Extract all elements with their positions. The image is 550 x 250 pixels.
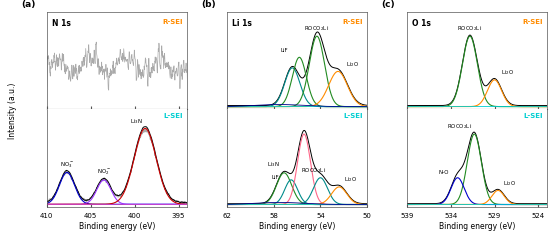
Text: ROCO$_2$Li: ROCO$_2$Li — [447, 122, 472, 130]
Text: Li$_2$O: Li$_2$O — [344, 174, 357, 183]
Text: ROCO$_2$Li: ROCO$_2$Li — [458, 24, 482, 33]
Text: NO$_2^-$: NO$_2^-$ — [97, 167, 111, 176]
Text: R-SEI: R-SEI — [343, 19, 363, 25]
Text: Li$_2$O: Li$_2$O — [346, 60, 359, 68]
Text: O 1s: O 1s — [412, 19, 431, 28]
Text: ROCO$_2$Li: ROCO$_2$Li — [301, 165, 326, 174]
Text: L-SEI: L-SEI — [163, 113, 183, 119]
X-axis label: Binding energy (eV): Binding energy (eV) — [439, 221, 515, 230]
Text: N-O: N-O — [438, 169, 449, 174]
Text: (c): (c) — [381, 0, 395, 8]
Text: Li$_3$N: Li$_3$N — [267, 159, 279, 168]
Text: Li$_3$N: Li$_3$N — [130, 117, 143, 126]
Text: Intensity (a.u.): Intensity (a.u.) — [8, 82, 17, 138]
X-axis label: Binding energy (eV): Binding energy (eV) — [79, 221, 155, 230]
Text: L-SEI: L-SEI — [344, 113, 363, 119]
Text: NO$_3^-$: NO$_3^-$ — [60, 160, 74, 169]
Text: R-SEI: R-SEI — [522, 19, 543, 25]
Text: R-SEI: R-SEI — [163, 19, 183, 25]
Text: LiF: LiF — [280, 48, 288, 52]
X-axis label: Binding energy (eV): Binding energy (eV) — [259, 221, 335, 230]
Text: (a): (a) — [21, 0, 36, 8]
Text: Li$_2$O: Li$_2$O — [500, 68, 514, 77]
Text: N 1s: N 1s — [52, 19, 72, 28]
Text: Li$_2$O: Li$_2$O — [503, 178, 516, 187]
Text: (b): (b) — [201, 0, 216, 8]
Text: LiF: LiF — [272, 174, 279, 180]
Text: Li 1s: Li 1s — [232, 19, 252, 28]
Text: ROCO$_2$Li: ROCO$_2$Li — [304, 24, 329, 33]
Text: L-SEI: L-SEI — [524, 113, 543, 119]
